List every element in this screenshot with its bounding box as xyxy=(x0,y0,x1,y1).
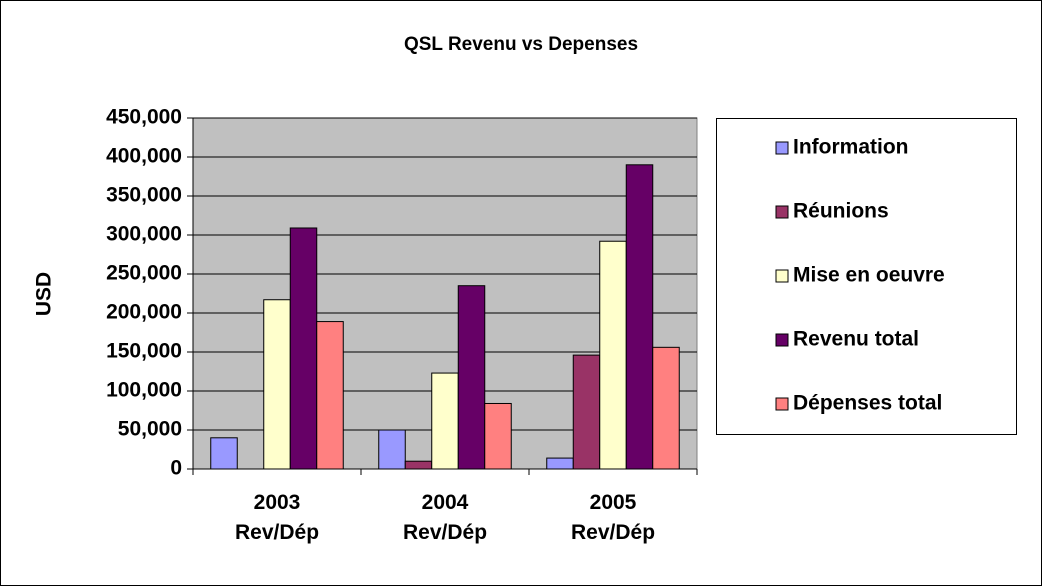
bar xyxy=(625,164,654,470)
bar xyxy=(263,299,291,470)
y-tick-label: 250,000 xyxy=(106,262,182,285)
legend-swatch xyxy=(775,269,789,283)
x-tick-label: 2005 Rev/Dép xyxy=(570,491,656,544)
x-tick-label: 2003 Rev/Dép xyxy=(234,491,320,544)
legend-label: Information xyxy=(793,136,909,159)
legend-swatch xyxy=(775,141,789,155)
bar xyxy=(210,437,238,470)
bar xyxy=(316,321,344,470)
chart-title: QSL Revenu vs Depenses xyxy=(404,34,638,55)
legend-swatch xyxy=(775,205,789,219)
bar xyxy=(599,240,627,470)
bar xyxy=(404,460,433,470)
y-tick-label: 200,000 xyxy=(106,301,182,324)
y-axis-label: USD xyxy=(33,272,56,316)
bar xyxy=(652,346,680,470)
legend xyxy=(716,118,1017,435)
legend-label: Revenu total xyxy=(793,328,919,351)
bar xyxy=(289,227,318,470)
y-tick-label: 450,000 xyxy=(106,106,182,129)
y-tick-label: 350,000 xyxy=(106,184,182,207)
legend-label: Réunions xyxy=(793,200,889,223)
bar xyxy=(484,402,512,470)
bar xyxy=(457,285,486,470)
legend-label: Mise en oeuvre xyxy=(793,264,945,287)
legend-label: Dépenses total xyxy=(793,392,942,415)
y-tick-label: 0 xyxy=(170,457,182,480)
legend-swatch xyxy=(775,333,789,347)
y-tick-label: 50,000 xyxy=(118,418,182,441)
bar xyxy=(572,354,601,470)
bar xyxy=(378,429,406,470)
y-tick-label: 100,000 xyxy=(106,379,182,402)
y-tick-label: 300,000 xyxy=(106,223,182,246)
y-tick-label: 150,000 xyxy=(106,340,182,363)
x-tick-label: 2004 Rev/Dép xyxy=(402,491,488,544)
bar xyxy=(546,457,574,470)
legend-swatch xyxy=(775,397,789,411)
y-tick-label: 400,000 xyxy=(106,145,182,168)
bar xyxy=(431,372,459,470)
